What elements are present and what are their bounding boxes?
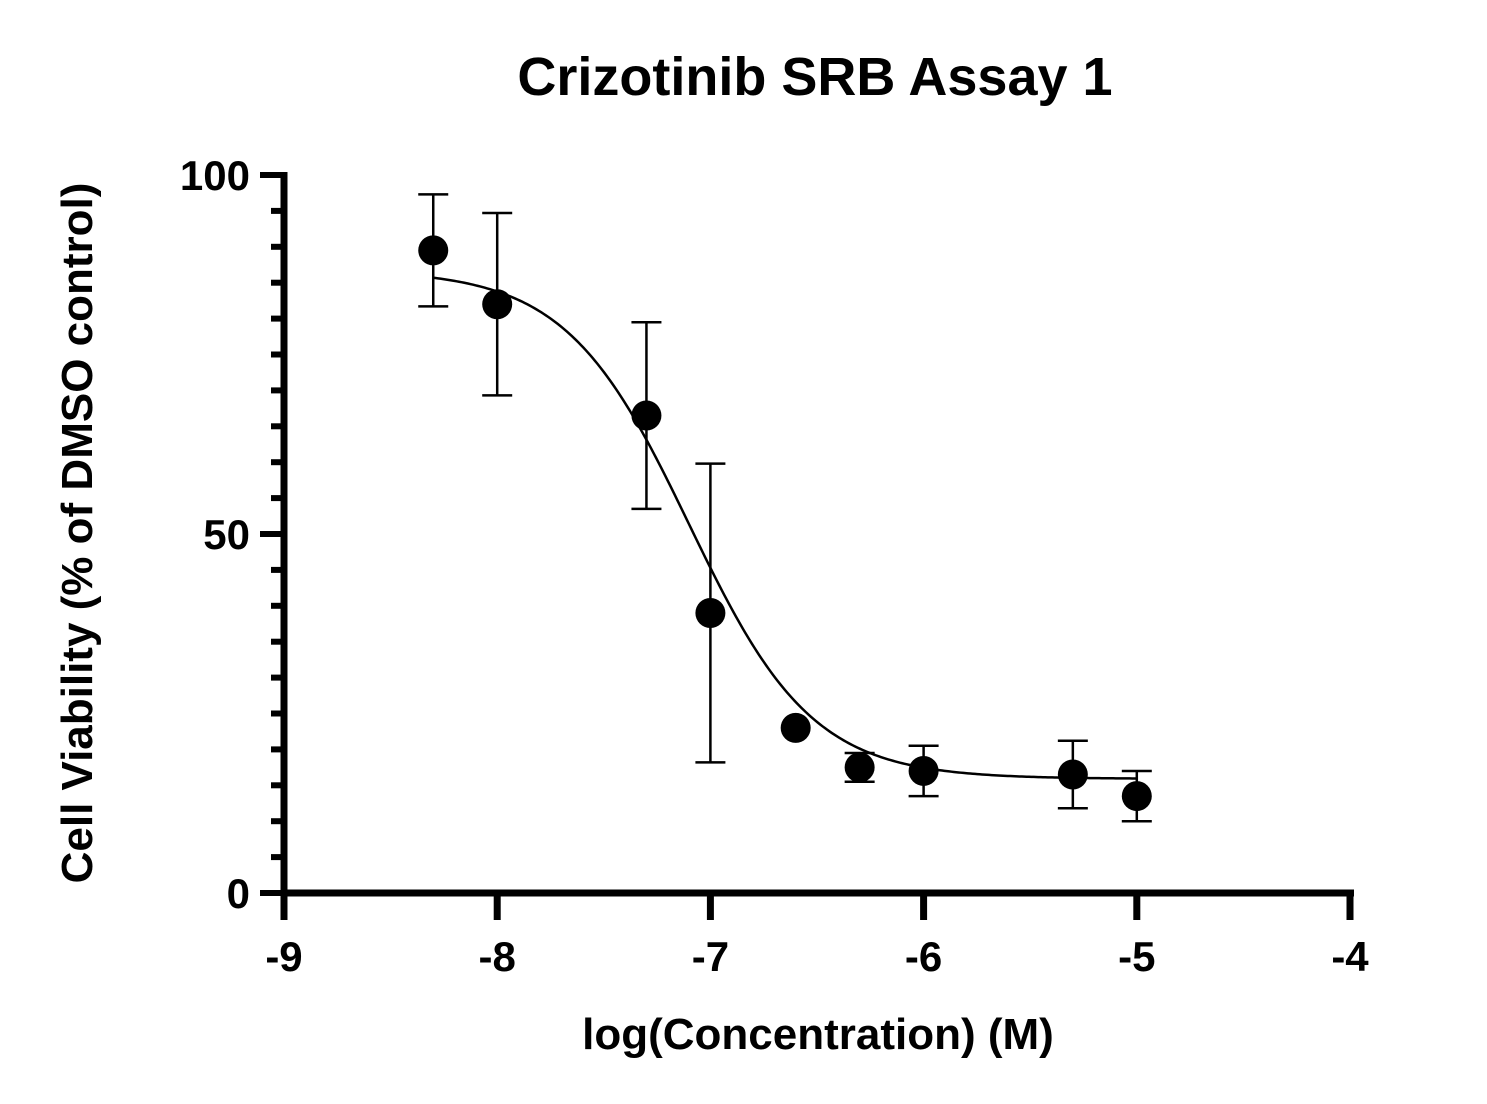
axes: 0 50 100 -9 -8 -7 -6 -5 -4 bbox=[180, 152, 1369, 980]
data-points bbox=[418, 235, 1152, 812]
data-point bbox=[780, 712, 811, 743]
chart-title: Crizotinib SRB Assay 1 bbox=[517, 47, 1112, 107]
x-tick-label: -7 bbox=[692, 933, 729, 980]
data-point bbox=[1057, 759, 1088, 790]
data-point bbox=[631, 400, 662, 431]
data-point bbox=[418, 235, 449, 266]
x-axis-label: log(Concentration) (M) bbox=[582, 1010, 1054, 1059]
data-point bbox=[482, 289, 513, 320]
x-tick-label: -9 bbox=[265, 933, 302, 980]
x-tick-label: -6 bbox=[905, 933, 942, 980]
y-tick-label: 0 bbox=[227, 870, 250, 917]
x-tick-label: -4 bbox=[1331, 933, 1369, 980]
y-axis-label: Cell Viability (% of DMSO control) bbox=[53, 183, 102, 884]
y-tick-label: 100 bbox=[180, 152, 250, 199]
data-point bbox=[844, 752, 875, 783]
x-tick-label: -5 bbox=[1118, 933, 1155, 980]
fit-curve-layer bbox=[433, 276, 1137, 780]
data-point bbox=[1121, 781, 1152, 812]
fit-curve bbox=[433, 276, 1137, 780]
x-tick-label: -8 bbox=[479, 933, 516, 980]
data-point bbox=[695, 597, 726, 628]
data-point bbox=[908, 755, 939, 786]
y-tick-label: 50 bbox=[203, 511, 250, 558]
